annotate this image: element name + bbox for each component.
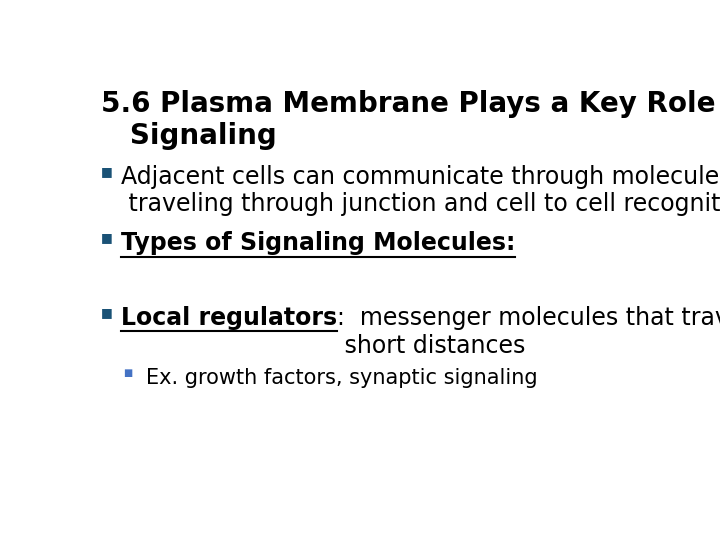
Text: Ex. growth factors, synaptic signaling: Ex. growth factors, synaptic signaling [145,368,537,388]
Text: Types of Signaling Molecules:: Types of Signaling Molecules: [121,231,515,255]
Text: ■: ■ [124,368,132,379]
Text: Adjacent cells can communicate through molecules
 traveling through junction and: Adjacent cells can communicate through m… [121,165,720,217]
Text: ■: ■ [101,231,113,244]
Text: 5.6 Plasma Membrane Plays a Key Role in Cell
   Signaling: 5.6 Plasma Membrane Plays a Key Role in … [101,90,720,150]
Text: :  messenger molecules that travel
 short distances: : messenger molecules that travel short … [337,306,720,358]
Text: Local regulators: Local regulators [121,306,337,330]
Text: ■: ■ [101,306,113,319]
Text: ■: ■ [101,165,113,178]
